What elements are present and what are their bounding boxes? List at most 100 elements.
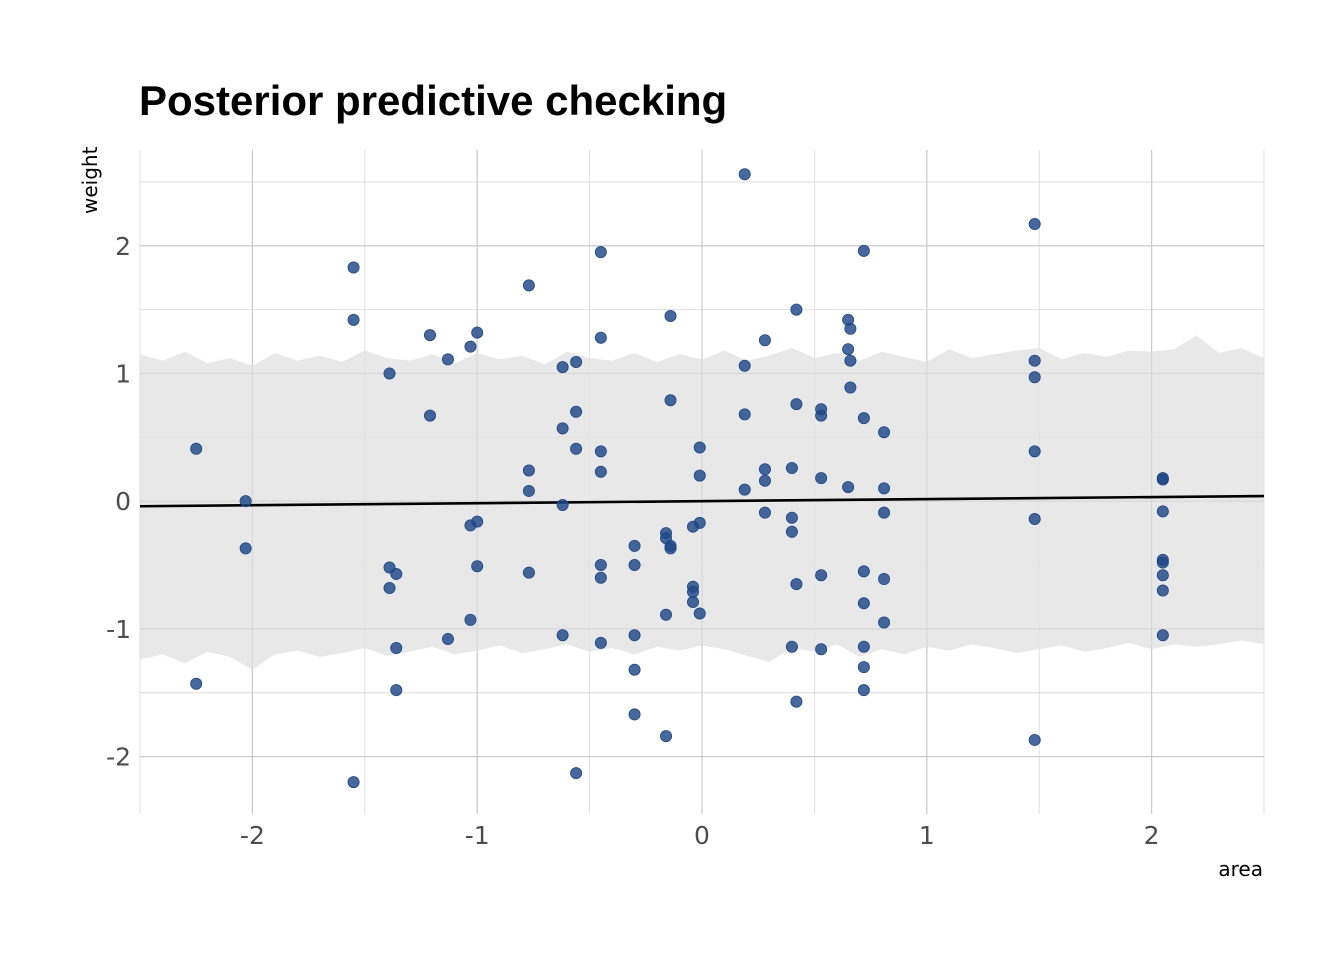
data-point <box>687 585 700 598</box>
data-point <box>857 684 870 697</box>
data-point <box>522 566 535 579</box>
data-point <box>878 616 891 629</box>
data-point <box>857 661 870 674</box>
y-tick-label: 0 <box>115 487 131 516</box>
x-tick-label: 1 <box>919 821 935 850</box>
data-point <box>785 640 798 653</box>
data-point <box>738 359 751 372</box>
data-point <box>1028 218 1041 231</box>
data-point <box>390 642 403 655</box>
data-point <box>471 515 484 528</box>
data-point <box>570 442 583 455</box>
chart-title: Posterior predictive checking <box>139 77 727 124</box>
grid-overlay <box>139 150 1265 814</box>
data-point <box>522 484 535 497</box>
data-point <box>347 313 360 326</box>
data-point <box>556 629 569 642</box>
data-point <box>190 677 203 690</box>
data-point <box>594 331 607 344</box>
data-point <box>758 474 771 487</box>
data-point <box>1156 556 1169 569</box>
data-point <box>878 506 891 519</box>
data-point <box>790 695 803 708</box>
data-point <box>471 560 484 573</box>
y-tick-label: -1 <box>106 615 131 644</box>
data-point <box>628 708 641 721</box>
data-point <box>1156 569 1169 582</box>
y-tick-label: 1 <box>115 359 131 388</box>
data-point <box>1028 513 1041 526</box>
data-point <box>857 244 870 257</box>
data-point <box>785 525 798 538</box>
y-tick-label: 2 <box>115 232 131 261</box>
data-point <box>1028 733 1041 746</box>
data-point <box>878 426 891 439</box>
data-point <box>738 408 751 421</box>
x-axis-label: area <box>1218 857 1263 881</box>
data-point <box>758 506 771 519</box>
data-point <box>785 511 798 524</box>
data-point <box>239 542 252 555</box>
data-point <box>383 367 396 380</box>
data-point <box>471 326 484 339</box>
data-point <box>844 381 857 394</box>
x-axis-ticks: -2 -1 0 1 2 <box>240 821 1160 850</box>
x-tick-label: 0 <box>694 821 710 850</box>
data-point <box>570 767 583 780</box>
data-point <box>594 445 607 458</box>
data-point <box>594 465 607 478</box>
y-axis-label: weight <box>78 146 102 214</box>
data-point <box>594 559 607 572</box>
data-point <box>522 464 535 477</box>
data-point <box>878 482 891 495</box>
data-point <box>347 261 360 274</box>
data-point <box>738 168 751 181</box>
data-point <box>556 361 569 374</box>
data-point <box>664 309 677 322</box>
data-point <box>383 581 396 594</box>
data-point <box>857 640 870 653</box>
data-point <box>556 498 569 511</box>
data-point <box>594 246 607 259</box>
data-point <box>660 608 673 621</box>
x-tick-label: 2 <box>1144 821 1160 850</box>
data-point <box>423 409 436 422</box>
data-point <box>815 472 828 485</box>
data-point <box>556 422 569 435</box>
data-point <box>790 398 803 411</box>
data-point <box>785 461 798 474</box>
data-point <box>1028 445 1041 458</box>
data-point <box>844 354 857 367</box>
data-point <box>857 412 870 425</box>
data-point <box>441 633 454 646</box>
data-point <box>857 565 870 578</box>
data-point <box>815 569 828 582</box>
data-point <box>628 629 641 642</box>
data-point <box>1156 505 1169 518</box>
data-point <box>790 578 803 591</box>
data-point <box>693 607 706 620</box>
data-point <box>1028 371 1041 384</box>
data-point <box>441 353 454 366</box>
data-point <box>815 409 828 422</box>
data-point <box>1028 354 1041 367</box>
data-point <box>390 684 403 697</box>
regression-line <box>139 494 1265 508</box>
data-point <box>664 542 677 555</box>
data-point <box>758 334 771 347</box>
data-point <box>857 597 870 610</box>
data-points <box>190 168 1169 789</box>
data-point <box>594 571 607 584</box>
y-tick-label: -2 <box>106 743 131 772</box>
x-tick-label: -1 <box>465 821 490 850</box>
data-point <box>1156 629 1169 642</box>
data-point <box>693 516 706 529</box>
data-point <box>687 596 700 609</box>
data-point <box>464 613 477 626</box>
data-point <box>758 463 771 476</box>
data-point <box>790 303 803 316</box>
data-point <box>390 567 403 580</box>
data-point <box>660 730 673 743</box>
x-tick-label: -2 <box>240 821 265 850</box>
